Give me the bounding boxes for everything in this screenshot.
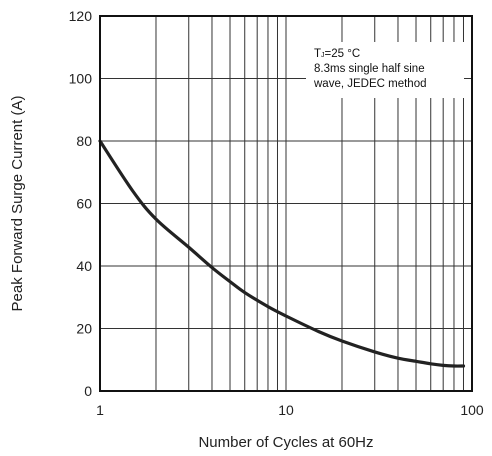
x-tick-label: 100 [460, 402, 484, 418]
y-tick-label: 120 [69, 8, 93, 24]
annotation-line: wave, JEDEC method [313, 78, 427, 90]
y-axis-ticks: 0 20 40 60 80 100 120 [69, 8, 93, 399]
x-axis-ticks: 1 10 100 [96, 402, 484, 418]
annotation-box [306, 42, 464, 98]
y-tick-label: 20 [76, 321, 92, 337]
surge-current-curve [98, 139, 466, 368]
y-tick-label: 100 [69, 71, 93, 87]
x-axis-label: Number of Cycles at 60Hz [198, 434, 373, 451]
annotation-line: TJ=25 °C [314, 48, 360, 60]
annotation: TJ=25 °C 8.3ms single half sine wave, JEDE… [313, 48, 427, 90]
y-tick-label: 60 [76, 196, 92, 212]
series-layer [98, 139, 466, 368]
plot-frame [99, 15, 473, 392]
y-axis-label: Peak Forward Surge Current (A) [9, 96, 26, 312]
x-tick-label: 1 [96, 402, 104, 418]
y-tick-label: 40 [76, 258, 92, 274]
annotation-line: 8.3ms single half sine [314, 63, 425, 75]
y-tick-label: 0 [84, 383, 92, 399]
x-tick-label: 10 [278, 402, 294, 418]
y-tick-label: 80 [76, 133, 92, 149]
